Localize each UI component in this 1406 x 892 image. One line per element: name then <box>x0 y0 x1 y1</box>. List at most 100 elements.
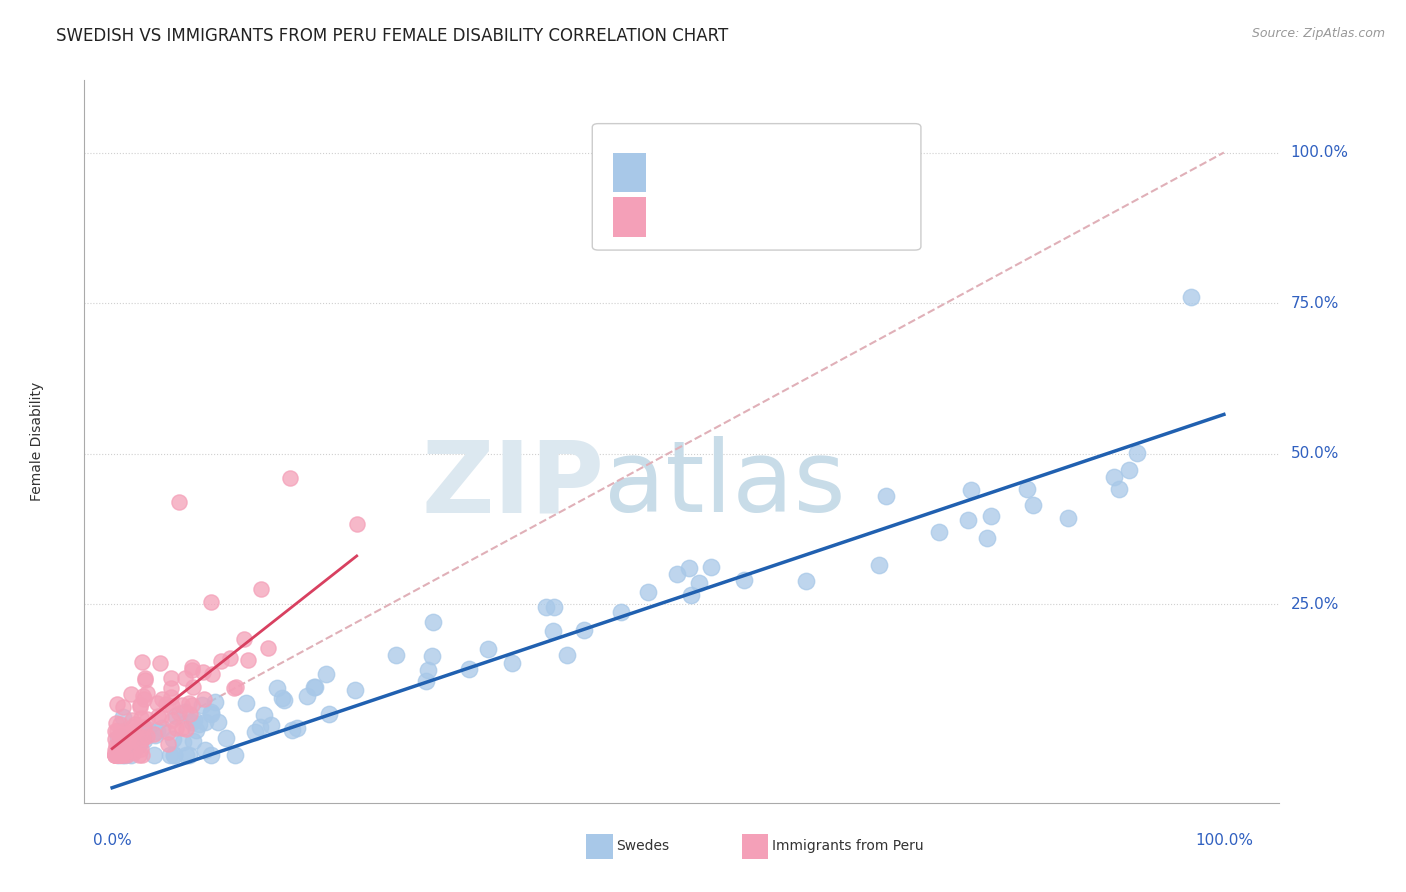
Point <box>557 648 579 663</box>
Point <box>149 710 172 724</box>
Point <box>179 707 201 722</box>
Point <box>194 715 217 730</box>
Point <box>181 664 204 678</box>
Point <box>112 747 135 762</box>
Point <box>104 723 127 738</box>
Point <box>176 747 198 762</box>
Point <box>960 483 983 497</box>
Point <box>135 730 157 744</box>
Point <box>107 739 129 753</box>
Point <box>128 698 150 712</box>
Point <box>928 525 950 540</box>
Point <box>266 681 288 696</box>
Point <box>200 747 222 762</box>
Point <box>104 743 127 757</box>
Point <box>107 731 129 745</box>
Point <box>135 686 157 700</box>
Point <box>111 723 134 738</box>
Point <box>104 747 127 762</box>
Text: Swedes: Swedes <box>616 839 669 853</box>
Point <box>875 489 897 503</box>
Point <box>700 560 723 574</box>
Point <box>477 641 499 656</box>
Point <box>134 733 156 747</box>
Point <box>150 692 173 706</box>
Point <box>174 705 197 719</box>
Text: 50.0%: 50.0% <box>1291 446 1339 461</box>
Point <box>297 689 319 703</box>
Point <box>128 739 150 753</box>
Point <box>218 651 240 665</box>
Point <box>159 671 181 685</box>
Point <box>235 696 257 710</box>
Point <box>146 723 169 738</box>
Text: R = 0.528   N =  93: R = 0.528 N = 93 <box>661 163 837 182</box>
Point <box>120 734 142 748</box>
Text: atlas: atlas <box>605 436 846 533</box>
Point <box>132 723 155 738</box>
Point <box>105 747 128 762</box>
Point <box>118 731 141 745</box>
Point <box>105 723 128 738</box>
Point <box>191 665 214 680</box>
Point <box>115 747 138 762</box>
Point <box>160 714 183 728</box>
Point <box>114 747 136 762</box>
Point <box>132 731 155 746</box>
Point <box>207 714 229 729</box>
Point <box>172 734 194 748</box>
FancyBboxPatch shape <box>592 124 921 250</box>
Point <box>115 726 138 740</box>
Point <box>172 721 194 735</box>
Point <box>104 731 127 746</box>
Text: 25.0%: 25.0% <box>1291 597 1339 612</box>
Point <box>733 573 755 587</box>
Point <box>146 708 169 723</box>
Point <box>142 747 165 762</box>
Point <box>108 747 131 762</box>
Point <box>134 673 156 687</box>
Point <box>976 531 998 545</box>
Point <box>104 747 127 762</box>
Point <box>209 654 232 668</box>
Point <box>162 732 184 747</box>
Point <box>129 742 152 756</box>
Point <box>543 599 565 614</box>
Point <box>174 672 197 686</box>
Point <box>233 632 256 646</box>
Point <box>181 714 204 729</box>
Point <box>200 706 222 721</box>
Point <box>111 747 134 762</box>
Point <box>163 747 186 762</box>
Text: Female Disability: Female Disability <box>30 382 44 501</box>
Point <box>1126 446 1149 460</box>
Point <box>104 747 127 762</box>
Point <box>108 727 131 741</box>
Point <box>129 700 152 714</box>
Point <box>243 725 266 739</box>
Point <box>200 666 222 681</box>
Point <box>124 716 146 731</box>
Point <box>260 718 283 732</box>
Point <box>678 560 700 574</box>
FancyBboxPatch shape <box>613 197 647 236</box>
Point <box>980 508 1002 523</box>
Point <box>129 735 152 749</box>
Point <box>112 730 135 744</box>
Point <box>105 698 128 712</box>
Point <box>131 655 153 669</box>
Point <box>200 595 222 609</box>
Point <box>1017 482 1039 496</box>
Point <box>343 683 366 698</box>
Point <box>104 747 127 762</box>
Point <box>114 731 136 746</box>
Point <box>121 713 143 727</box>
Text: R = 0.538   N = 102: R = 0.538 N = 102 <box>661 208 842 226</box>
Point <box>794 574 817 588</box>
Point <box>152 722 174 736</box>
Point <box>679 589 702 603</box>
Point <box>534 599 557 614</box>
Point <box>637 584 659 599</box>
Text: SWEDISH VS IMMIGRANTS FROM PERU FEMALE DISABILITY CORRELATION CHART: SWEDISH VS IMMIGRANTS FROM PERU FEMALE D… <box>56 27 728 45</box>
Point <box>120 747 142 762</box>
